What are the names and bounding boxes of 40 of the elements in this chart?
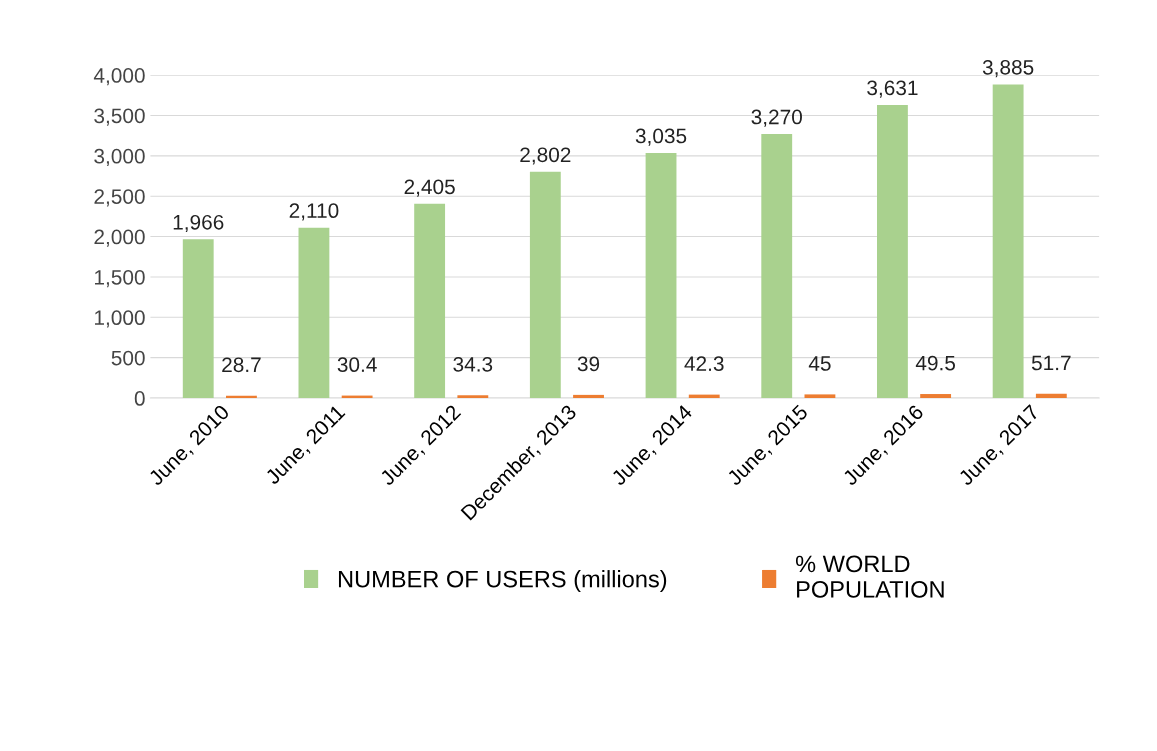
bar: [573, 394, 604, 399]
legend-label: NUMBER OF USERS (millions): [338, 570, 667, 593]
bar: [529, 171, 561, 399]
y-tick-label: 3,000: [94, 148, 145, 167]
bar: [414, 203, 446, 399]
data-label: 34.3: [453, 356, 493, 372]
data-label: 30.4: [337, 357, 377, 373]
y-tick-label: 2,500: [94, 189, 145, 207]
y-tick-label: 1,500: [95, 269, 145, 288]
data-label: 49.5: [915, 355, 956, 371]
data-label: 1,966: [173, 214, 224, 233]
bar: [761, 134, 793, 399]
bar: [182, 239, 214, 399]
bar: [457, 395, 489, 399]
data-label: 2,405: [404, 179, 455, 197]
data-label: 3,035: [635, 128, 687, 146]
bar: [992, 84, 1024, 399]
data-label: 39: [577, 356, 600, 372]
data-label: 3,270: [751, 109, 802, 127]
bar: [877, 104, 908, 399]
bar: [804, 394, 836, 399]
bar: [920, 394, 952, 399]
y-tick-label: 2,000: [94, 229, 145, 247]
data-label: 2,802: [520, 147, 571, 165]
bar: [1035, 393, 1067, 399]
data-label: 3,885: [982, 59, 1034, 78]
data-label: 2,110: [289, 203, 339, 221]
data-label: 3,631: [867, 80, 918, 98]
y-tick-label: 3,500: [94, 108, 145, 126]
data-label: 28.7: [222, 357, 261, 373]
legend-label: % WORLD POPULATION: [795, 555, 944, 598]
y-tick-label: 0: [134, 391, 145, 406]
bar: [298, 227, 330, 399]
y-tick-label: 500: [111, 350, 145, 366]
data-label: 51.7: [1031, 355, 1071, 371]
y-tick-label: 4,000: [93, 68, 145, 86]
data-label: 45: [808, 356, 831, 371]
bar: [645, 153, 677, 399]
y-tick-label: 1,000: [95, 310, 145, 328]
data-label: 42.3: [684, 356, 724, 372]
